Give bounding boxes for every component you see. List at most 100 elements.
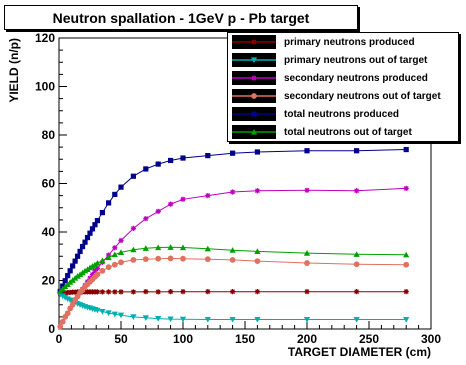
data-point	[205, 289, 211, 295]
x-tick-label: 200	[297, 332, 317, 346]
data-point	[254, 258, 261, 264]
x-tick-label: 300	[421, 332, 441, 346]
legend-entry: primary neutrons out of target	[228, 51, 458, 69]
x-tick-label: 0	[56, 332, 63, 346]
data-point	[142, 315, 149, 321]
x-tick-label: 100	[173, 332, 193, 346]
series-1	[57, 291, 410, 323]
legend-label: total neutrons produced	[284, 108, 399, 120]
data-point	[254, 289, 260, 295]
data-point	[130, 289, 136, 295]
data-point	[99, 267, 106, 274]
data-point	[142, 256, 149, 263]
legend-swatch-marker	[251, 39, 257, 45]
data-point	[112, 191, 118, 198]
data-point	[105, 254, 112, 261]
legend-label: primary neutrons out of target	[284, 54, 428, 66]
data-point	[353, 316, 360, 323]
data-point	[354, 188, 360, 194]
legend-label: secondary neutrons produced	[284, 72, 428, 84]
data-point	[64, 310, 71, 317]
data-point	[89, 263, 96, 269]
legend-entry: secondary neutrons produced	[228, 69, 458, 87]
data-point	[168, 157, 174, 164]
data-point	[86, 264, 94, 271]
data-point	[204, 245, 211, 252]
data-point	[84, 266, 91, 272]
data-point	[99, 289, 105, 295]
data-point	[105, 264, 112, 271]
data-point	[143, 166, 149, 172]
data-point	[74, 273, 81, 279]
y-tick-label: 60	[42, 177, 56, 191]
series-4	[57, 146, 409, 295]
data-point	[92, 222, 98, 228]
legend-swatch	[232, 125, 276, 139]
data-point	[117, 249, 125, 255]
data-point	[403, 251, 410, 258]
data-point	[99, 257, 106, 264]
data-point	[354, 289, 360, 295]
legend-label: secondary neutrons out of target	[284, 90, 441, 102]
data-point	[403, 316, 410, 323]
legend-swatch-marker	[251, 111, 257, 117]
legend-entry: secondary neutrons out of target	[228, 87, 458, 105]
data-point	[94, 307, 101, 314]
data-point	[155, 255, 162, 262]
data-point	[77, 248, 83, 254]
data-point	[180, 155, 186, 161]
y-tick-label: 120	[35, 31, 55, 45]
data-point	[130, 246, 137, 253]
data-point	[230, 289, 236, 295]
data-point	[89, 226, 96, 232]
series-5	[57, 244, 410, 295]
legend-swatch-marker	[250, 128, 258, 135]
data-point	[143, 216, 149, 222]
data-point	[180, 289, 186, 295]
data-point	[118, 237, 124, 244]
data-point	[353, 261, 360, 268]
legend-swatch-marker	[251, 93, 257, 99]
y-axis-label: YIELD (n/p)	[7, 38, 21, 103]
series-line	[59, 149, 407, 292]
data-point	[118, 289, 124, 295]
data-point	[112, 245, 118, 251]
data-point	[403, 185, 409, 191]
data-point	[354, 148, 360, 154]
data-point	[59, 318, 66, 325]
data-point	[62, 278, 68, 284]
data-point	[94, 259, 101, 266]
data-point	[130, 314, 137, 320]
legend: primary neutrons produced primary neutron…	[227, 32, 459, 142]
data-point	[304, 187, 310, 193]
data-point	[304, 260, 310, 266]
data-point	[180, 255, 186, 262]
data-point	[143, 289, 149, 295]
legend-swatch	[232, 35, 276, 49]
data-point	[205, 193, 211, 199]
data-point	[179, 244, 187, 251]
axes: 0 50 100 150 200 250 300 0 20 40 60 80 100 120	[35, 31, 441, 346]
data-point	[112, 289, 118, 295]
legend-swatch	[232, 107, 276, 121]
data-point	[72, 258, 78, 264]
data-point	[91, 261, 99, 268]
legend-label: total neutrons out of target	[284, 126, 412, 138]
legend-entry: total neutrons produced	[228, 105, 458, 123]
data-point	[99, 308, 106, 315]
data-point	[106, 200, 112, 206]
legend-swatch	[232, 71, 276, 85]
data-point	[57, 323, 64, 330]
data-point	[89, 271, 96, 278]
data-point	[65, 273, 71, 279]
y-tick-label: 20	[42, 274, 56, 288]
data-point	[130, 225, 136, 231]
y-tick-label: 0	[48, 322, 55, 336]
data-point	[204, 316, 211, 323]
data-point	[204, 256, 211, 263]
legend-label: primary neutrons produced	[284, 36, 415, 48]
series-0	[57, 289, 409, 297]
x-tick-label: 50	[114, 332, 128, 346]
y-tick-label: 40	[42, 225, 56, 239]
data-point	[130, 256, 137, 263]
